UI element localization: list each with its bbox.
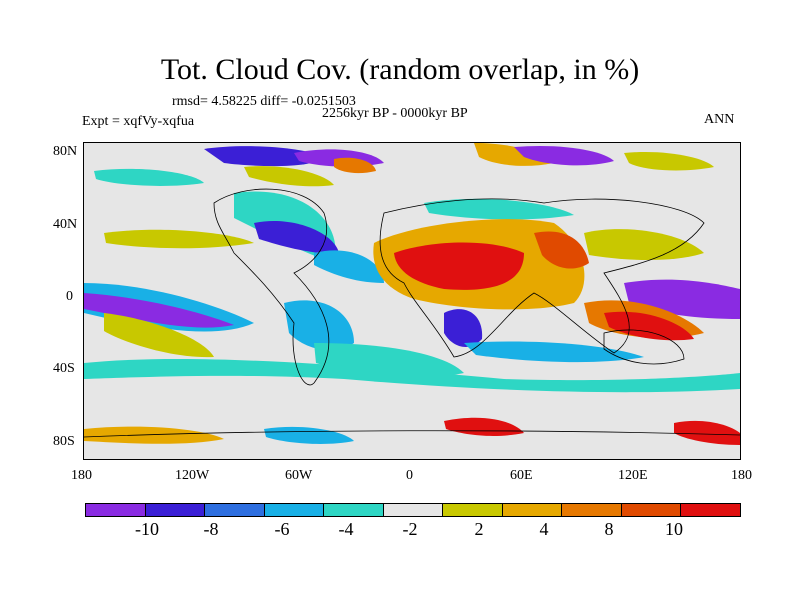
season-label: ANN xyxy=(704,112,735,127)
lat-tick-0: 0 xyxy=(66,289,73,304)
cloud-cover-field xyxy=(83,143,741,459)
legend-label: -2 xyxy=(402,519,418,539)
legend-label: 2 xyxy=(474,519,484,539)
period-label: 2256kyr BP - 0000kyr BP xyxy=(322,106,468,121)
legend-label: 4 xyxy=(539,519,549,539)
lon-tick-120w: 120W xyxy=(175,468,210,483)
stats-label: rmsd= 4.58225 diff= -0.0251503 xyxy=(172,94,356,109)
lon-tick-180e: 180 xyxy=(731,468,752,483)
legend-swatch xyxy=(383,504,444,516)
legend-swatch xyxy=(621,504,682,516)
legend-swatch xyxy=(502,504,563,516)
legend-label: 10 xyxy=(665,519,683,539)
lon-tick-120e: 120E xyxy=(618,468,648,483)
lat-tick-80s: 80S xyxy=(53,434,75,449)
legend-label: -6 xyxy=(274,519,290,539)
lat-tick-40n: 40N xyxy=(53,217,78,232)
legend-label: -8 xyxy=(203,519,219,539)
legend-swatch xyxy=(264,504,325,516)
legend-label: 8 xyxy=(604,519,614,539)
lat-tick-80n: 80N xyxy=(53,144,78,159)
map-title: Tot. Cloud Cov. (random overlap, in %) xyxy=(160,53,640,86)
lon-tick-60e: 60E xyxy=(510,468,533,483)
lat-tick-40s: 40S xyxy=(53,361,75,376)
color-legend xyxy=(85,503,741,517)
map-panel xyxy=(83,142,741,460)
experiment-label: Expt = xqfVy-xqfua xyxy=(82,114,195,129)
legend-swatch xyxy=(443,504,503,516)
lon-tick-180w: 180 xyxy=(71,468,92,483)
legend-swatch xyxy=(86,504,146,516)
legend-label: -10 xyxy=(135,519,159,539)
legend-swatch xyxy=(145,504,206,516)
lon-tick-0: 0 xyxy=(406,468,413,483)
lon-tick-60w: 60W xyxy=(285,468,313,483)
legend-swatch xyxy=(324,504,384,516)
legend-swatch xyxy=(562,504,622,516)
legend-label: -4 xyxy=(338,519,354,539)
legend-swatch xyxy=(681,504,741,516)
legend-swatch xyxy=(205,504,265,516)
